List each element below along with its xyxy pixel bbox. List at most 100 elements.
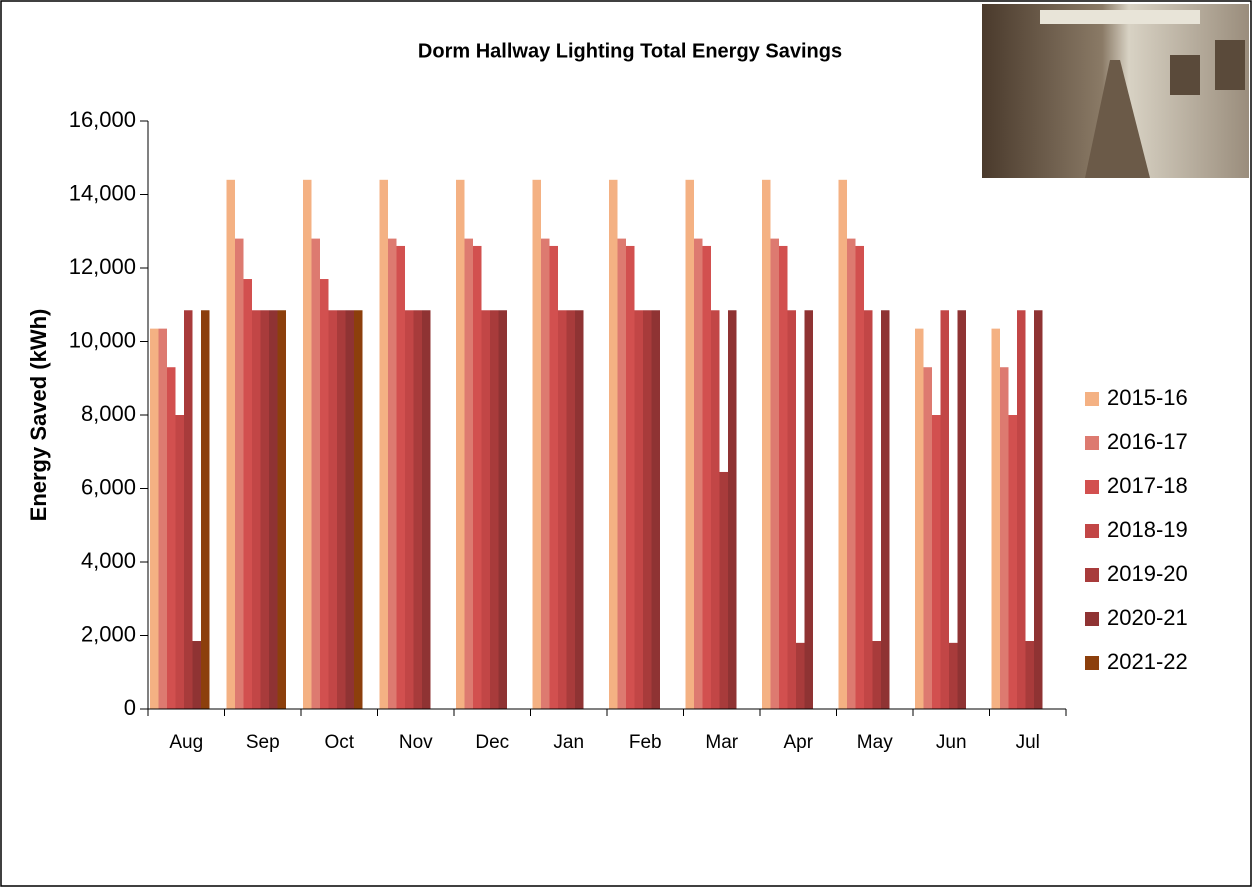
bar [1025,641,1034,709]
y-axis-label: Energy Saved (kWh) [26,309,51,522]
legend-label: 2015-16 [1107,385,1188,410]
bar [345,310,354,709]
y-tick-label: 12,000 [69,254,136,279]
bar [991,328,1000,709]
bar [405,310,414,709]
bar [558,310,567,709]
bar [481,310,490,709]
bar [549,245,558,709]
y-tick-label: 0 [124,695,136,720]
bar [252,310,261,709]
bar [609,179,618,710]
bar [864,310,873,709]
bar [804,310,813,709]
bar [787,310,796,709]
legend-swatch [1085,436,1099,450]
y-tick-label: 16,000 [69,107,136,132]
bar [762,179,771,710]
bar [643,310,652,709]
bar [872,641,881,709]
bar [201,310,210,709]
bar [337,310,346,709]
legend-label: 2018-19 [1107,517,1188,542]
y-tick-label: 10,000 [69,327,136,352]
legend-swatch [1085,392,1099,406]
bar [617,238,626,709]
legend-label: 2017-18 [1107,473,1188,498]
bar [711,310,720,709]
bar [1017,310,1026,709]
bar [634,310,643,709]
bar [915,328,924,709]
bar [192,641,201,709]
bar [1008,415,1017,709]
bar [532,179,541,710]
bar [728,310,737,709]
bar [396,245,405,709]
x-tick-label: Nov [399,732,433,753]
bar [150,328,159,709]
legend-swatch [1085,656,1099,670]
bar [881,310,890,709]
x-tick-label: Jul [1016,732,1040,753]
y-tick-label: 4,000 [81,548,136,573]
legend-swatch [1085,480,1099,494]
legend-label: 2020-21 [1107,605,1188,630]
bar [235,238,244,709]
bar [1000,367,1009,709]
x-tick-label: Jun [936,732,967,753]
bar [957,310,966,709]
bar [838,179,847,710]
bar [626,245,635,709]
bar [277,310,286,709]
bar [949,642,958,709]
chart-title: Dorm Hallway Lighting Total Energy Savin… [418,40,842,62]
bar [541,238,550,709]
bar [855,245,864,709]
legend-label: 2016-17 [1107,429,1188,454]
bar [269,310,278,709]
bar [456,179,465,710]
y-tick-label: 2,000 [81,621,136,646]
bar [464,238,473,709]
x-tick-label: Feb [629,732,662,753]
legend-swatch [1085,612,1099,626]
bar [779,245,788,709]
bar [694,238,703,709]
x-tick-label: Jan [553,732,584,753]
legend-swatch [1085,568,1099,582]
x-tick-label: Apr [783,732,813,753]
bar [328,310,337,709]
bar [498,310,507,709]
bar [651,310,660,709]
x-tick-label: Dec [475,732,509,753]
legend-swatch [1085,524,1099,538]
y-tick-label: 8,000 [81,401,136,426]
bar [226,179,235,710]
bar [388,238,397,709]
bar [184,310,193,709]
x-tick-label: Mar [705,732,738,753]
bar [473,245,482,709]
bar [685,179,694,710]
bar [566,310,575,709]
bar [354,310,363,709]
bar [311,238,320,709]
bar [175,415,184,709]
bar [167,367,176,709]
bar [1034,310,1043,709]
bar [940,310,949,709]
bar [243,279,252,709]
x-tick-label: May [857,732,893,753]
bar [719,471,728,709]
bar [796,642,805,709]
bar [422,310,431,709]
bar [770,238,779,709]
x-tick-label: Oct [324,732,354,753]
bar [379,179,388,710]
bar [413,310,422,709]
x-tick-label: Aug [169,732,203,753]
y-tick-label: 6,000 [81,474,136,499]
legend-label: 2021-22 [1107,649,1188,674]
